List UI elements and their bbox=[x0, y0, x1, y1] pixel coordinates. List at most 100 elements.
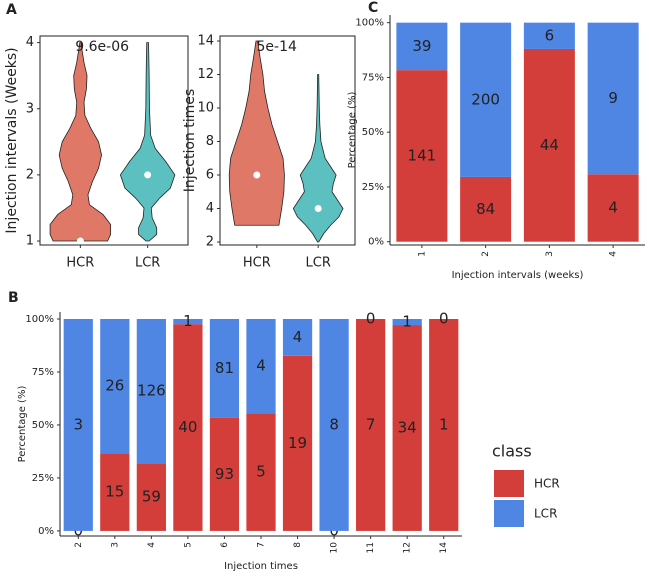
annotation: 5e-14 bbox=[257, 39, 297, 55]
legend-title: class bbox=[492, 442, 532, 461]
y-tick-label: 75% bbox=[32, 367, 54, 378]
bar-segment bbox=[396, 22, 448, 71]
y-axis-title: Percentage (%) bbox=[347, 92, 358, 169]
data-label: 126 bbox=[137, 382, 166, 400]
bar-segment bbox=[209, 417, 240, 531]
annotation: 9.6e-06 bbox=[75, 39, 129, 55]
bar-segment bbox=[100, 318, 130, 454]
bar-segment bbox=[282, 318, 313, 356]
x-tick-label: 11 bbox=[366, 542, 376, 553]
x-tick-label: LCR bbox=[306, 256, 331, 271]
data-label: 81 bbox=[215, 359, 234, 377]
bar-segment bbox=[173, 318, 203, 325]
panel-label: C bbox=[368, 0, 378, 16]
violin bbox=[292, 74, 344, 243]
y-tick-label: 50% bbox=[32, 420, 54, 431]
bar-segment bbox=[460, 176, 512, 242]
data-label: 6 bbox=[545, 26, 555, 44]
x-tick-label: 6 bbox=[220, 542, 230, 548]
x-tick-label: 7 bbox=[257, 542, 267, 548]
data-label: 26 bbox=[105, 377, 124, 395]
bar-segment bbox=[587, 22, 639, 175]
x-tick-label: 8 bbox=[293, 542, 303, 548]
data-label: 1 bbox=[183, 312, 193, 330]
x-tick-label: LCR bbox=[135, 256, 160, 271]
x-tick-label: 1 bbox=[417, 251, 427, 257]
y-axis-title: Percentage (%) bbox=[17, 386, 28, 463]
data-label: 40 bbox=[178, 418, 197, 436]
plot-frame bbox=[219, 35, 356, 246]
bar-segment bbox=[396, 70, 448, 242]
x-tick-label: 5 bbox=[183, 542, 193, 548]
y-tick-label: 6 bbox=[206, 167, 214, 182]
bar-segment bbox=[392, 325, 422, 531]
y-tick-label: 4 bbox=[26, 35, 34, 50]
bar-segment bbox=[523, 48, 575, 242]
violin bbox=[228, 40, 285, 226]
data-label: 84 bbox=[476, 200, 495, 218]
data-label: 200 bbox=[471, 90, 500, 108]
median-dot bbox=[76, 237, 84, 245]
bar-segment bbox=[460, 22, 512, 177]
legend-swatch bbox=[494, 470, 524, 497]
bar-segment bbox=[282, 355, 313, 531]
data-label: 8 bbox=[329, 415, 339, 433]
data-label: 93 bbox=[215, 465, 234, 483]
data-label: 4 bbox=[293, 328, 303, 346]
bar-segment bbox=[136, 318, 166, 464]
data-label: 9 bbox=[608, 89, 618, 107]
data-label: 39 bbox=[412, 37, 431, 55]
bar-segment bbox=[246, 318, 276, 414]
bar-segment bbox=[392, 318, 422, 326]
plot-frame bbox=[39, 35, 189, 246]
bar-segment bbox=[246, 413, 276, 531]
x-tick-label: HCR bbox=[66, 256, 94, 271]
bar-segment bbox=[136, 463, 166, 531]
y-tick-label: 10 bbox=[197, 101, 214, 116]
x-tick-label: 3 bbox=[110, 542, 120, 548]
x-tick-label: 10 bbox=[330, 542, 340, 554]
y-tick-label: 4 bbox=[206, 201, 214, 216]
x-tick-label: HCR bbox=[243, 256, 271, 271]
y-tick-label: 12 bbox=[197, 67, 214, 82]
x-tick-label: 12 bbox=[403, 542, 413, 553]
data-label: 0 bbox=[439, 309, 449, 327]
bar-segment bbox=[209, 318, 240, 418]
y-tick-label: 2 bbox=[206, 234, 214, 249]
bar-segment bbox=[319, 318, 349, 531]
panel-label: B bbox=[8, 290, 19, 306]
data-label: 1 bbox=[402, 313, 412, 331]
bar-segment bbox=[587, 174, 639, 242]
y-tick-label: 50% bbox=[362, 127, 384, 138]
data-label: 4 bbox=[256, 357, 266, 375]
x-axis-title: Injection times bbox=[224, 561, 298, 572]
bar-segment bbox=[356, 318, 386, 531]
y-axis-title: Injection times bbox=[182, 89, 198, 192]
x-tick-label: 2 bbox=[74, 542, 84, 548]
violin bbox=[119, 42, 176, 242]
bar-segment bbox=[429, 318, 459, 531]
y-tick-label: 0% bbox=[38, 526, 54, 537]
y-tick-label: 75% bbox=[362, 72, 384, 83]
data-label: 5 bbox=[256, 463, 266, 481]
data-label: 15 bbox=[105, 483, 124, 501]
data-label: 19 bbox=[288, 434, 307, 452]
median-dot bbox=[144, 171, 152, 179]
panel-label: A bbox=[6, 2, 17, 18]
data-label: 0 bbox=[366, 309, 376, 327]
y-axis-title: Injection intervals (Weeks) bbox=[4, 47, 20, 233]
bar-segment bbox=[523, 22, 575, 49]
median-dot bbox=[253, 171, 261, 179]
y-tick-label: 3 bbox=[26, 101, 34, 116]
bar-segment bbox=[173, 324, 203, 531]
x-tick-label: 3 bbox=[545, 251, 555, 257]
data-label: 1 bbox=[439, 415, 449, 433]
x-tick-label: 4 bbox=[609, 251, 619, 257]
data-label: 44 bbox=[540, 136, 559, 154]
y-tick-label: 8 bbox=[206, 134, 214, 149]
y-tick-label: 100% bbox=[355, 18, 384, 29]
x-tick-label: 14 bbox=[439, 542, 449, 554]
y-tick-label: 25% bbox=[362, 182, 384, 193]
y-tick-label: 2 bbox=[26, 167, 34, 182]
